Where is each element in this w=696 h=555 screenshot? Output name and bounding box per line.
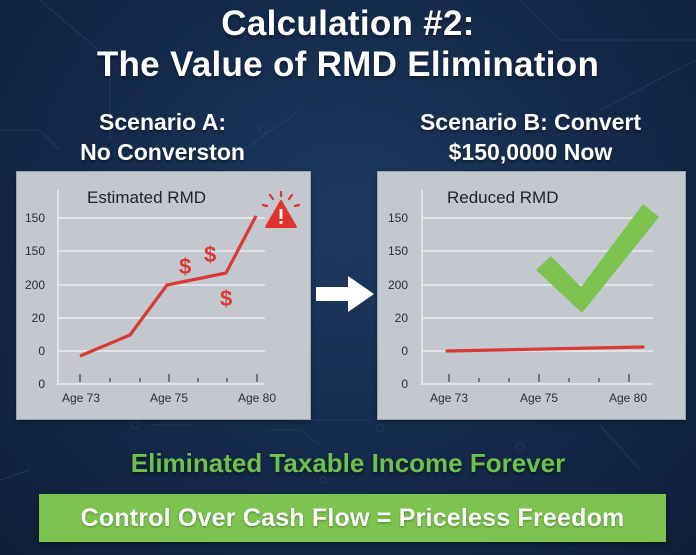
chart-a-plot: $ $ $: [57, 190, 301, 385]
dollar-icon: $: [220, 286, 232, 311]
chart-a-x-tick: Age 80: [237, 391, 277, 405]
chart-b-plot: [421, 190, 659, 385]
scenario-b-label-line2: $150,0000 Now: [448, 139, 613, 165]
summary-banner-text: Control Over Cash Flow = Priceless Freed…: [80, 503, 625, 532]
warning-triangle-icon: [261, 190, 301, 228]
chart-b-y-tick: 20: [394, 311, 408, 325]
scenario-a-label-line2: No Converston: [80, 139, 245, 165]
dollar-icon: $: [204, 242, 216, 267]
chart-b-y-tick: 0: [401, 344, 408, 358]
scenario-a-heading: Scenario A: No Converston: [16, 107, 309, 167]
chart-b-y-tick: 150: [387, 211, 408, 225]
chart-b-y-tick: 200: [387, 278, 408, 292]
chart-b-y-tick: 150: [387, 244, 408, 258]
chart-panel-scenario-a: Estimated RMD 150 150 200 20 0 0 $ $ $: [16, 171, 311, 420]
chart-panel-scenario-b: Reduced RMD 150 150 200 20 0 0 Age 73 Ag…: [377, 171, 686, 420]
scenario-a-label-line1: Scenario A:: [99, 109, 226, 135]
chart-b-x-tick: Age 73: [429, 391, 469, 405]
chart-a-title: Estimated RMD: [87, 188, 207, 207]
tagline: Eliminated Taxable Income Forever: [130, 448, 566, 478]
chart-a-x-tick: Age 75: [149, 391, 189, 405]
chart-a-line: [79, 215, 258, 358]
chart-b-line: [445, 345, 645, 353]
chart-b-y-tick: 0: [401, 377, 408, 391]
chart-a-x-tick: Age 73: [61, 391, 101, 405]
chart-a-y-tick: 0: [38, 377, 45, 391]
chart-b-x-tick: Age 80: [608, 391, 648, 405]
chart-b-title: Reduced RMD: [447, 188, 559, 207]
chart-a-y-tick: 150: [24, 244, 45, 258]
chart-a-y-tick: 0: [38, 344, 45, 358]
scenario-b-label-line1: Scenario B: Convert: [419, 109, 642, 135]
chart-a-y-tick: 20: [31, 311, 45, 325]
page-title-line1: Calculation #2:: [221, 4, 475, 43]
chart-a-y-tick: 200: [24, 278, 45, 292]
summary-banner: Control Over Cash Flow = Priceless Freed…: [39, 494, 666, 542]
chart-b-x-tick: Age 75: [519, 391, 559, 405]
arrow-right-icon: [316, 276, 374, 312]
dollar-icon: $: [179, 254, 191, 279]
page-title-line2: The Value of RMD Elimination: [96, 45, 600, 84]
checkmark-icon: [536, 204, 659, 313]
chart-a-y-tick: 150: [24, 211, 45, 225]
scenario-b-heading: Scenario B: Convert $150,0000 Now: [377, 107, 684, 167]
